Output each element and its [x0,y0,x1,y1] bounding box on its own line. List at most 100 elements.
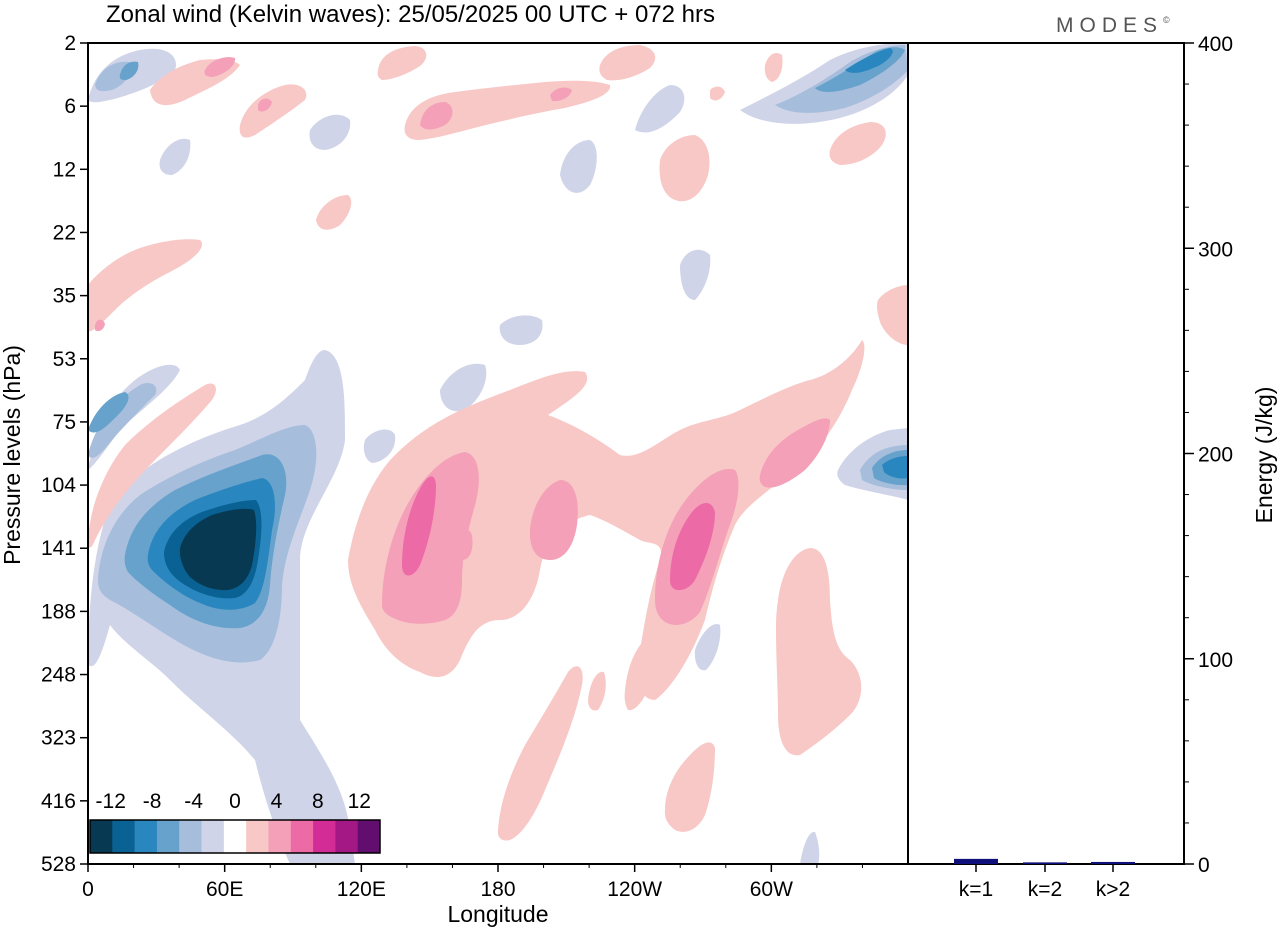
neg-contour-2 [159,138,191,175]
brand-logo: MODES© [1056,14,1170,37]
heatmap-axes: 0 60E 120E 180 120W 60W 2 6 12 22 35 53 75 104 141 188… [0,32,1277,927]
energy-tick-label: 0 [1198,854,1210,877]
pos-contour-4 [382,452,479,624]
pos-contour-2 [377,46,427,80]
neg-contour-2 [295,746,317,790]
pos-contour-2 [588,671,606,711]
positive-regions [88,45,908,841]
pos-contour-2 [659,135,710,202]
colorbar-swatch [313,820,336,853]
pos-contour-2 [88,239,202,332]
neg-contour-2 [635,85,685,133]
colorbar-swatch [112,820,136,853]
colorbar-swatch [179,820,203,853]
neg-contour-2 [88,364,180,470]
y-tick-label: 12 [53,158,76,181]
pos-contour-4 [204,57,236,77]
y-tick-label: 75 [53,411,76,434]
neg-contour-2 [680,249,711,300]
neg-contour-2 [440,363,487,412]
colorbar-swatch [357,820,381,853]
pos-contour-2 [876,285,908,345]
neg-contour-2 [499,315,543,345]
pos-contour-6 [670,503,715,591]
pos-contour-2 [239,84,307,138]
colorbar-swatch [90,820,113,853]
colorbar-swatch [335,820,359,853]
pos-contour-2 [776,548,862,756]
neg-contour-6 [88,392,129,433]
colorbar-label: 4 [271,790,283,813]
energy-bar [1091,861,1135,864]
colorbar-label: 8 [312,790,324,813]
energy-tick-label: 300 [1198,238,1233,261]
y-tick-label: 323 [41,727,76,750]
energy-category-label: k>2 [1096,878,1130,901]
y-tick-label: 528 [41,853,76,876]
energy-tick-label: 400 [1198,33,1233,56]
y-tick-label: 2 [64,32,76,55]
pos-contour-4 [759,418,830,488]
pos-contour-2 [348,340,865,700]
pos-contour-4 [420,102,453,130]
colorbar-swatch [290,820,314,853]
neg-contour-2 [800,831,820,864]
x-axis-label: Longitude [447,901,548,927]
pos-contour-4 [454,528,473,560]
neg-contour-4 [88,383,157,458]
neg-contour-2 [309,114,351,150]
pos-contour-4 [529,480,578,560]
energy-axis-label: Energy (J/kg) [1251,387,1277,524]
colorbar-label: 12 [348,790,371,813]
y-axis-label: Pressure levels (hPa) [0,345,25,565]
energy-bar [954,858,998,864]
x-tick-label: 60W [750,878,793,901]
pos-contour-2 [88,383,216,548]
energy-bars: k=1 k=2 k>2 [954,858,1135,901]
x-tick-label: 60E [206,878,243,901]
colorbar-swatch [223,820,247,853]
neg-contour-8 [845,48,893,73]
energy-bar [1023,862,1067,864]
neg-contour-6 [119,61,139,80]
energy-tick-label: 200 [1198,444,1233,467]
negative-regions [88,43,908,864]
colorbar-label: -8 [143,790,162,813]
colorbar-frame [89,819,381,854]
y-tick-label: 22 [53,221,76,244]
colorbar-swatch [246,820,269,853]
pos-contour-4 [258,98,272,112]
colorbar-label: -4 [184,790,203,813]
x-tick-label: 180 [480,878,515,901]
colorbar-swatch [201,820,225,853]
y-tick-label: 53 [53,348,76,371]
pos-contour-4 [550,87,572,102]
x-axis-ticks: 0 60E 120E 180 120W 60W [82,864,863,901]
neg-contour-8 [882,456,908,479]
y-tick-label: 188 [41,600,76,623]
pos-contour-2 [664,742,715,832]
neg-contour-2 [560,140,597,193]
y-tick-label: 416 [41,790,76,813]
colorbar-swatch [268,820,292,853]
pos-contour-2 [764,53,783,82]
x-tick-label: 120W [607,878,662,901]
y-tick-label: 35 [53,285,76,308]
colorbar-swatch [156,820,180,853]
y-tick-label: 248 [41,664,76,687]
brand-mark: © [1163,15,1170,25]
colorbar-label: 0 [229,790,241,813]
pos-contour-2 [710,86,725,101]
energy-panel-frame [907,42,1185,865]
pos-contour-6 [402,476,436,576]
pos-contour-2 [316,195,352,230]
colorbar: -12 -8 -4 0 4 8 12 [89,790,381,854]
y-axis-ticks: 2 6 12 22 35 53 75 104 141 188 248 323 416 528 [41,32,88,876]
pos-contour-2 [599,45,656,81]
colorbar-swatch [134,820,158,853]
y-tick-label: 141 [41,537,76,560]
neg-contour-2 [363,429,396,463]
x-tick-label: 120E [337,878,386,901]
pos-contour-2 [829,122,886,165]
